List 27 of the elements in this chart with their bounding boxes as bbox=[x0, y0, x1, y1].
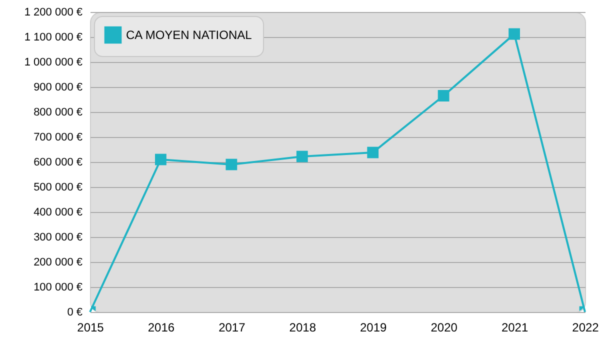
x-tick-label: 2019 bbox=[360, 320, 388, 334]
y-tick-label: 1 200 000 € bbox=[24, 6, 82, 18]
point bbox=[155, 154, 166, 166]
point bbox=[226, 158, 238, 170]
y-tick-label: 600 000 € bbox=[34, 156, 82, 168]
legend-label: CA MOYEN NATIONAL bbox=[126, 28, 252, 42]
y-tick-label: 900 000 € bbox=[34, 82, 82, 94]
y-tick-label: 400 000 € bbox=[34, 206, 82, 218]
point bbox=[367, 146, 379, 158]
x-tick-label: 2020 bbox=[430, 320, 458, 334]
y-tick-label: 1 100 000 € bbox=[24, 32, 82, 44]
y-tick-label: 1 000 000 € bbox=[24, 56, 82, 68]
point bbox=[296, 150, 308, 162]
y-tick-label: 100 000 € bbox=[34, 282, 82, 294]
x-tick-label: 2016 bbox=[148, 320, 175, 334]
x-tick-label: 2018 bbox=[289, 320, 316, 334]
y-tick-label: 800 000 € bbox=[34, 106, 82, 118]
y-tick-label: 500 000 € bbox=[34, 182, 82, 194]
x-tick-label: 2021 bbox=[501, 320, 528, 334]
y-tick-label: 0 € bbox=[67, 306, 82, 318]
y-tick-label: 300 000 € bbox=[34, 232, 82, 244]
x-tick-label: 2015 bbox=[77, 320, 104, 334]
y-tick-label: 700 000 € bbox=[34, 132, 82, 144]
x-tick-label: 2017 bbox=[218, 320, 246, 334]
y-tick-label: 200 000 € bbox=[34, 256, 82, 268]
x-tick-label: 2022 bbox=[572, 320, 600, 334]
point bbox=[438, 90, 450, 102]
